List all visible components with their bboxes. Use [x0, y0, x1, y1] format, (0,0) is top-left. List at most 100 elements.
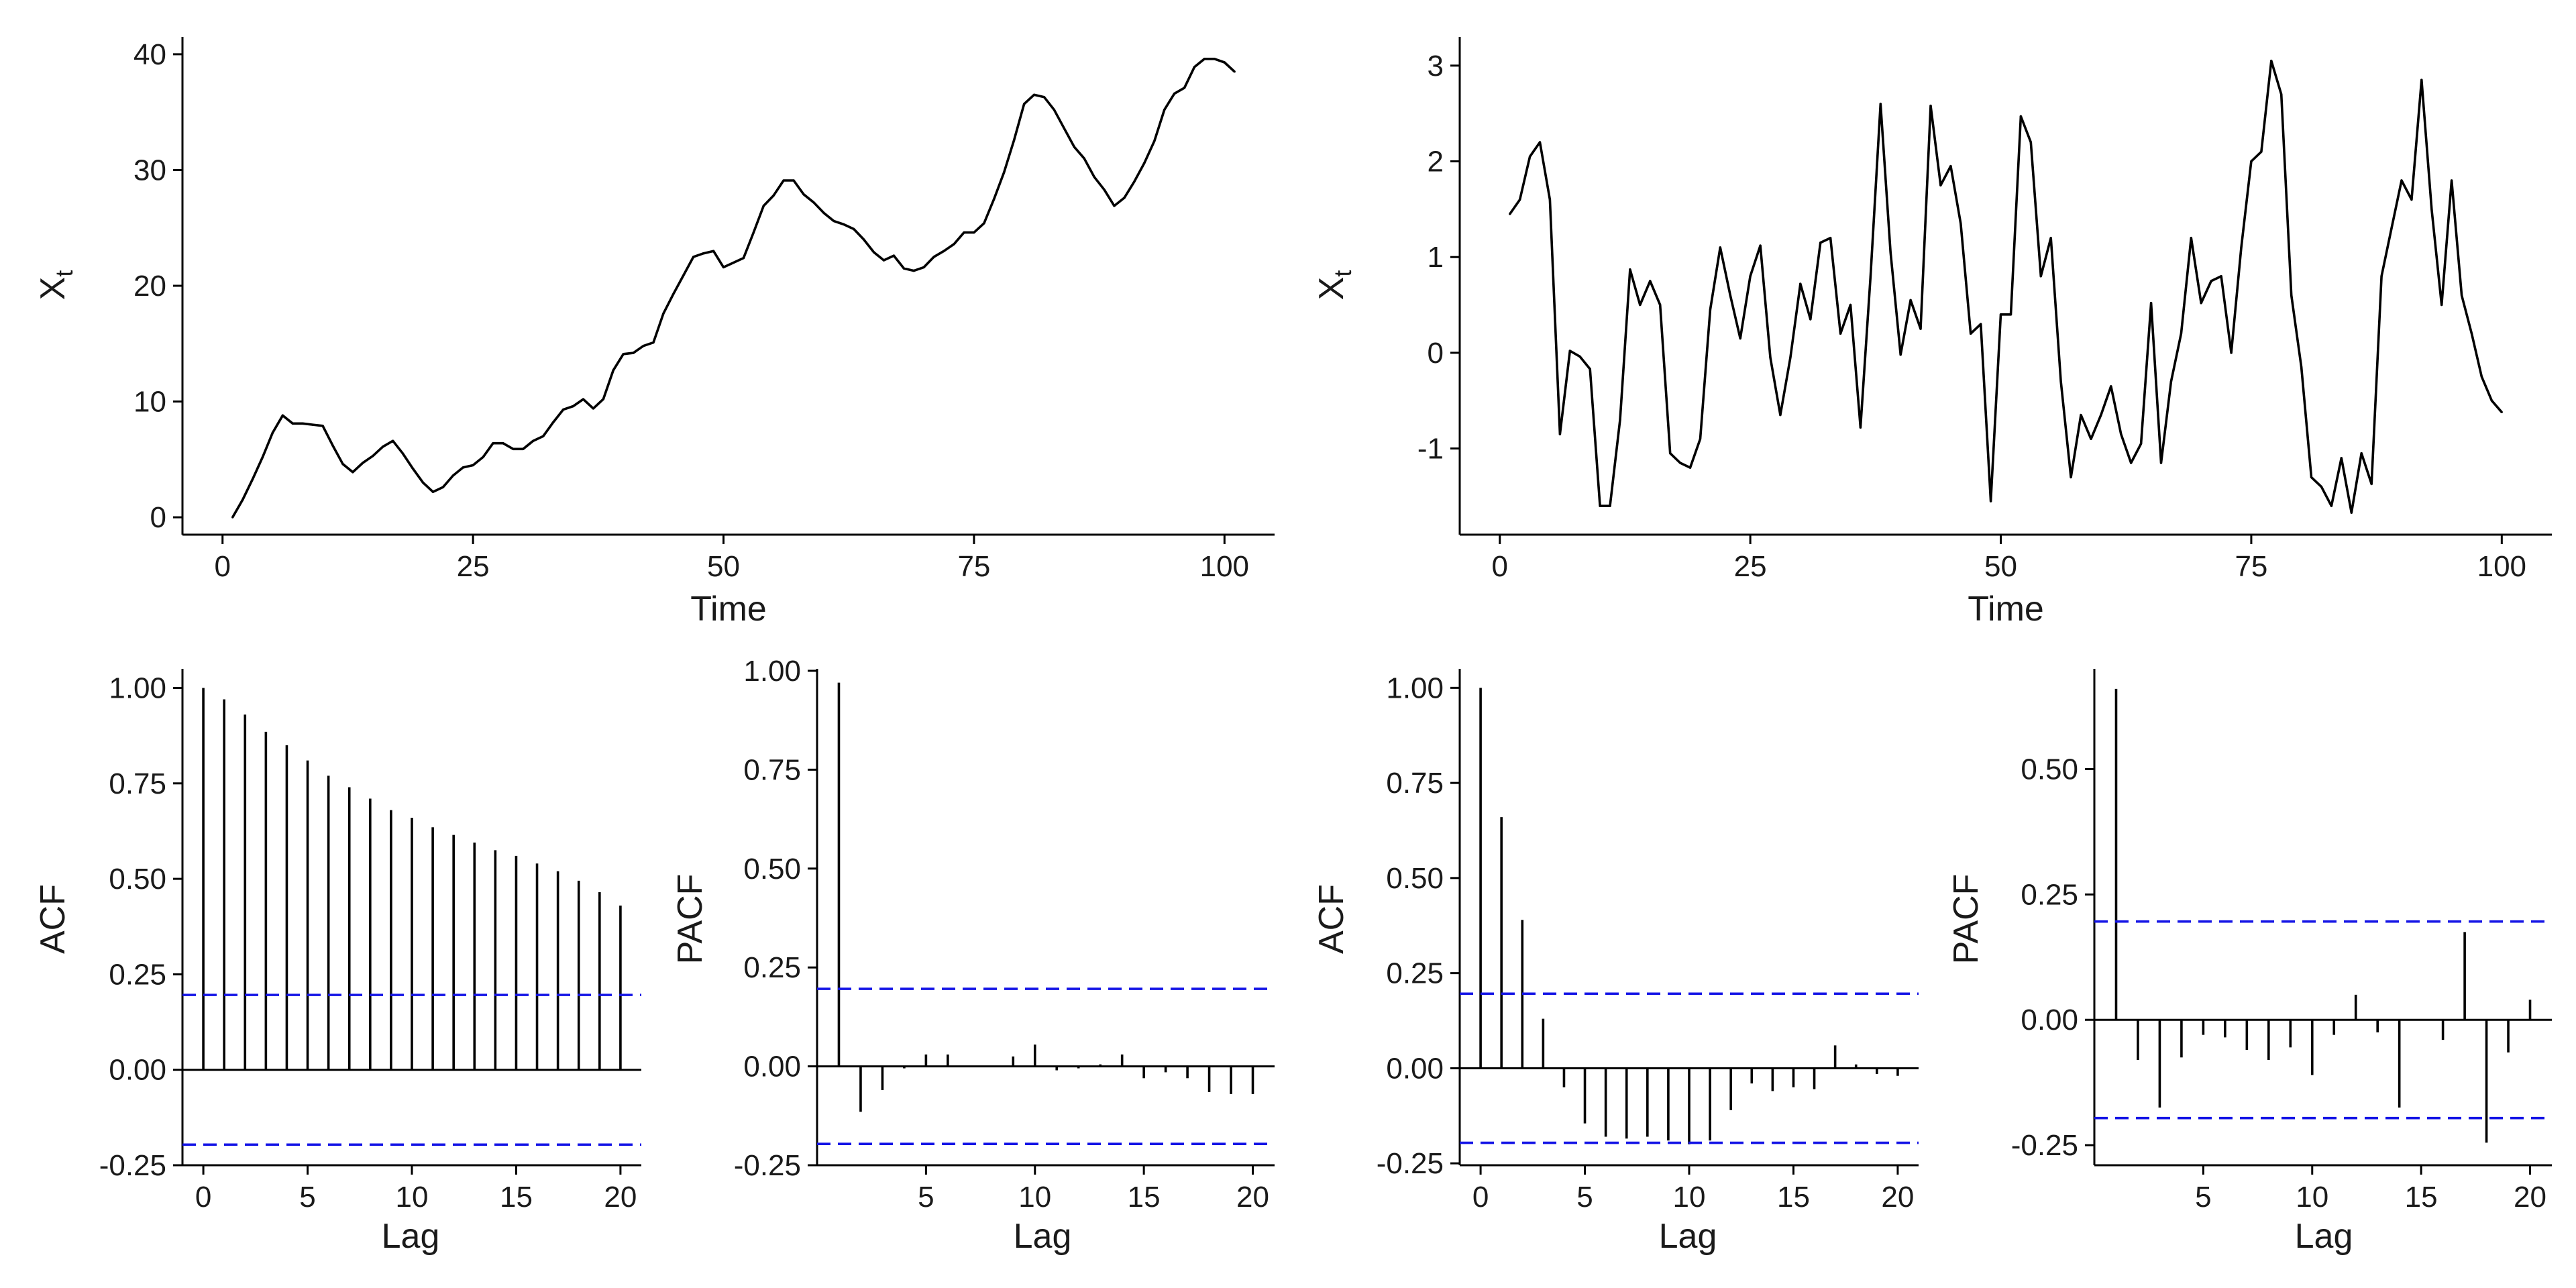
pacf2-x-tick-label: 10 — [2296, 1181, 2328, 1214]
ts2-data-point — [2230, 352, 2233, 354]
ts2-data-point — [1649, 280, 1652, 282]
ts1-data-point — [642, 345, 645, 347]
ts2-data-point — [1980, 323, 1982, 325]
panel-pacf2: PACF Lag 5 10 15 20 -0.25 0.00 0.25 0.50 — [1947, 669, 2552, 1256]
ts1-data-point — [892, 254, 895, 257]
ts1-data-point — [441, 486, 444, 488]
ts2-data-point — [1849, 303, 1852, 307]
ts1-y-tick-label: 0 — [150, 501, 166, 534]
ts2-data-point — [2159, 462, 2163, 464]
pacf1-y-tick-label: 0.25 — [743, 951, 801, 984]
ts2-data-point — [1779, 414, 1782, 417]
ts1-data-point — [522, 447, 525, 450]
pacf2-plot-area: 5 10 15 20 -0.25 0.00 0.25 0.50 — [2011, 669, 2552, 1214]
ts2-data-point — [1629, 268, 1631, 271]
ts1-data-point — [592, 407, 595, 410]
ts1-data-point — [953, 243, 955, 246]
ts2-data-point — [2009, 313, 2012, 316]
ts2-data-point — [2340, 457, 2343, 460]
ts1-data-point — [732, 261, 735, 264]
pacf2-y-tick-label: 0.25 — [2021, 878, 2078, 911]
ts1-data-point — [1143, 162, 1146, 164]
ts2-ylabel-main: X — [1312, 277, 1351, 301]
ts2-data-point — [1859, 426, 1862, 429]
ts1-data-point — [1103, 189, 1106, 191]
ts1-data-point — [1163, 109, 1166, 111]
ts2-xlabel: Time — [1968, 590, 2044, 629]
ts1-data-point — [321, 425, 324, 427]
ts1-data-point — [542, 435, 545, 437]
pacf2-y-tick-label: -0.25 — [2011, 1129, 2078, 1162]
ts1-data-point — [451, 474, 454, 477]
acf1-x-tick-label: 10 — [396, 1181, 429, 1214]
ts1-data-point — [512, 447, 515, 450]
ts2-data-point — [2240, 246, 2243, 249]
ts1-data-point — [863, 238, 865, 241]
pacf2-x-tick-label: 5 — [2195, 1181, 2211, 1214]
acf1-y-tick-label: 0.50 — [109, 863, 166, 896]
ts1-data-point — [311, 423, 314, 426]
ts1-x-tick-label: 25 — [457, 550, 490, 583]
acf2-y-tick-label: 0.50 — [1386, 862, 1444, 895]
panel-acf1: ACF Lag 0 5 10 15 20 -0.25 0.00 0.25 0.50 0.75 1.0… — [34, 669, 641, 1256]
ts2-data-point — [1970, 332, 1972, 335]
acf2-y-tick-label: 1.00 — [1386, 672, 1444, 704]
acf2-y-tick-label: -0.25 — [1377, 1147, 1444, 1180]
ts1-data-point — [1013, 139, 1016, 142]
ts2-data-point — [1949, 165, 1952, 168]
ts2-data-point — [1839, 332, 1842, 335]
ts1-plot-area: 0 25 50 75 100 0 10 20 30 40 — [133, 37, 1275, 583]
ts1-data-point — [301, 422, 304, 425]
ts1-data-point — [241, 498, 244, 501]
ts2-data-point — [1939, 184, 1942, 186]
ts2-data-point — [2039, 275, 2042, 278]
ts1-data-point — [291, 422, 294, 425]
panel-ts2: Xt Time 0 25 50 75 100 -1 0 1 2 3 — [1312, 37, 2552, 629]
ts1-data-point — [411, 468, 415, 470]
ts1-data-point — [943, 250, 945, 252]
ts2-y-tick-label: 0 — [1428, 337, 1444, 370]
ts2-data-point — [2200, 302, 2202, 305]
ts2-data-point — [2110, 385, 2112, 388]
ts2-data-point — [2470, 332, 2473, 335]
ts2-data-point — [1819, 241, 1822, 244]
acf2-x-tick-label: 15 — [1777, 1181, 1810, 1214]
ts1-x-tick-label: 100 — [1200, 550, 1249, 583]
acf1-y-tick-label: 0.25 — [109, 958, 166, 991]
ts2-data-point — [1869, 275, 1872, 278]
ts2-data-point — [1999, 313, 2002, 316]
ts1-data-point — [582, 398, 585, 400]
pacf1-y-tick-label: -0.25 — [734, 1149, 801, 1182]
ts1-x-tick-label: 50 — [707, 550, 740, 583]
ts1-data-point — [572, 405, 575, 408]
ts2-data-point — [1759, 244, 1762, 247]
ts2-series-line — [1509, 59, 2503, 515]
ts2-data-point — [2070, 476, 2072, 479]
ts1-data-point — [1233, 70, 1236, 73]
ts2-data-point — [2019, 115, 2022, 117]
ts1-data-point — [902, 267, 905, 270]
ts1-data-point — [532, 439, 535, 442]
ts1-data-point — [252, 478, 254, 480]
ts2-data-point — [2210, 280, 2212, 282]
ts1-data-point — [362, 462, 364, 464]
ts2-data-point — [1609, 504, 1611, 507]
ts2-data-point — [2440, 303, 2443, 307]
acf2-y-tick-label: 0.75 — [1386, 767, 1444, 800]
ts2-data-point — [1679, 462, 1682, 464]
ts1-ylabel-subscript: t — [50, 270, 78, 277]
ts1-data-point — [352, 471, 354, 474]
pacf2-ylabel: PACF — [1947, 874, 1986, 965]
ts2-y-tick-label: 2 — [1428, 146, 1444, 178]
ts1-data-point — [492, 442, 494, 445]
acf2-x-tick-label: 0 — [1472, 1181, 1489, 1214]
ts1-data-point — [993, 198, 996, 201]
ts2-data-point — [2380, 275, 2383, 278]
ts1-data-point — [712, 250, 715, 252]
ts1-x-tick-label: 0 — [215, 550, 231, 583]
ts2-data-point — [1729, 294, 1731, 297]
ts2-data-point — [1509, 213, 1511, 215]
ts1-ylabel: Xt — [34, 270, 78, 301]
ts1-data-point — [1042, 96, 1046, 99]
ts1-data-point — [1073, 146, 1075, 148]
